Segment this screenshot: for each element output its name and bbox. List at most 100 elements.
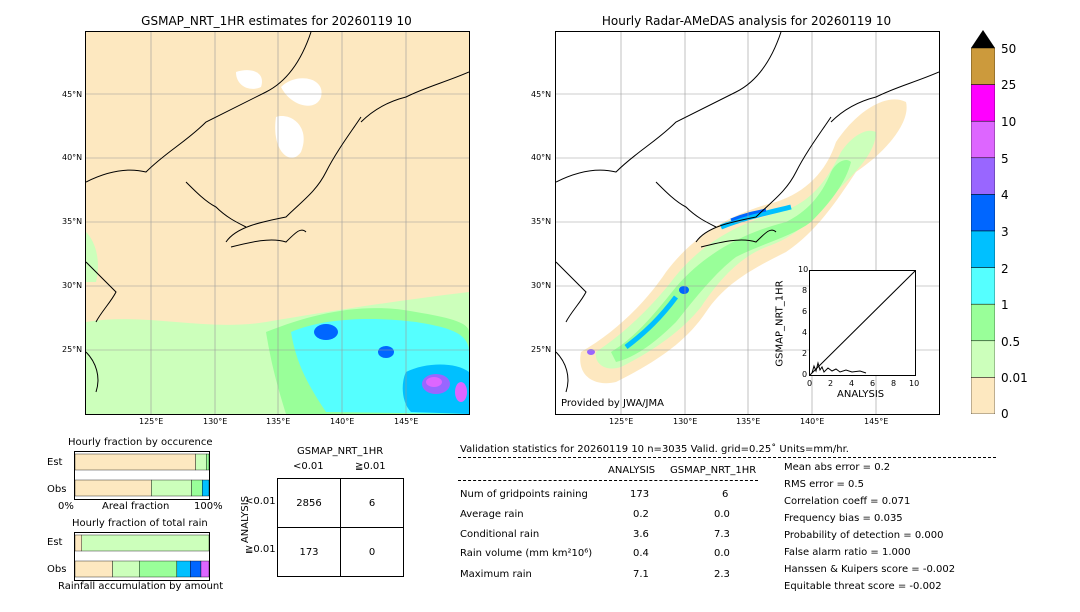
right-lat-label-3: 35°N (531, 217, 552, 226)
row-analysis-2: 0.2 (633, 509, 649, 520)
amount-chart (74, 532, 210, 581)
score-2: RMS error = 0.5 (784, 479, 864, 490)
score-8: Equitable threat score = -0.002 (784, 581, 942, 592)
score-5: Probability of detection = 0.000 (784, 530, 944, 541)
inset-xtick-4: 4 (849, 379, 855, 388)
right-map-title: Hourly Radar-AMeDAS analysis for 2026011… (601, 14, 892, 28)
occurrence-title: Hourly fraction by occurence (68, 437, 213, 448)
inset-xlabel: ANALYSIS (837, 389, 885, 400)
colorbar-segment (970, 230, 996, 268)
contingency-col-ge: ≧0.01 (355, 461, 386, 472)
right-lat-label-2: 40°N (531, 153, 552, 162)
validation-divider (458, 457, 996, 458)
row-label-4: Rain volume (mm km²10⁶) (460, 548, 593, 559)
cb-label-25: 25 (1001, 78, 1017, 92)
cb-label-4: 4 (1001, 188, 1009, 202)
fraction-bar-segment (151, 479, 192, 497)
contingency-row-ge: ≧0.01 (245, 544, 276, 555)
row-label-1: Num of gridpoints raining (460, 489, 588, 500)
amount-canvas (74, 534, 210, 578)
colorbar-extend-arrow (971, 30, 995, 48)
score-6: False alarm ratio = 1.000 (784, 547, 911, 558)
row-analysis-5: 7.1 (633, 569, 649, 580)
inset-xtick-0: 0 (807, 379, 813, 388)
left-map (85, 31, 470, 415)
fraction-bar-segment (74, 479, 152, 497)
contingency-row-lt: <0.01 (245, 496, 276, 507)
validation-header: Validation statistics for 20260119 10 n=… (460, 444, 849, 455)
cb-label-10: 10 (1001, 115, 1017, 129)
axis-mid-label: Areal fraction (102, 501, 170, 512)
right-lat-label-1: 45°N (531, 90, 552, 99)
right-lon-label-3: 135°E (736, 417, 761, 426)
inset-xtick-10: 10 (909, 379, 920, 388)
occ-est-label: Est (47, 457, 63, 468)
right-lat-label-5: 25°N (531, 345, 552, 354)
amt-est-label: Est (47, 537, 63, 548)
cb-label-2: 2 (1001, 262, 1009, 276)
row-analysis-4: 0.4 (633, 548, 649, 559)
row-gsmap-4: 0.0 (714, 548, 730, 559)
right-lon-label-4: 140°E (800, 417, 825, 426)
occurrence-canvas (74, 453, 210, 497)
colorbar-segment (970, 303, 996, 342)
cell-lt-ge: 6 (340, 478, 404, 528)
axis-right-label: 100% (194, 501, 223, 512)
fraction-bar-segment (81, 534, 210, 552)
fraction-bar-segment (206, 453, 210, 471)
score-1: Mean abs error = 0.2 (784, 462, 891, 473)
colorbar-segment (970, 120, 996, 159)
contingency-col-lt: <0.01 (293, 461, 324, 472)
row-gsmap-5: 2.3 (714, 569, 730, 580)
row-label-3: Conditional rain (460, 529, 540, 540)
fraction-bar-segment (74, 534, 82, 552)
right-map (555, 31, 940, 415)
cell-ge-lt: 173 (277, 527, 341, 577)
left-lat-label-3: 35°N (62, 217, 83, 226)
inset-canvas (809, 270, 916, 376)
contingency-table: 2856 6 173 0 (277, 478, 404, 577)
cb-label-0-5: 0.5 (1001, 335, 1021, 349)
left-lon-label-2: 130°E (203, 417, 228, 426)
cb-label-3: 3 (1001, 225, 1009, 239)
left-lat-label-1: 45°N (62, 90, 83, 99)
left-map-title: GSMAP_NRT_1HR estimates for 20260119 10 (141, 14, 412, 28)
left-lat-label-4: 30°N (62, 281, 83, 290)
inset-ytick-0: 0 (802, 370, 808, 379)
data-credit: Provided by JWA/JMA (561, 398, 664, 409)
fraction-bar-segment (195, 453, 207, 471)
cb-label-5: 5 (1001, 152, 1009, 166)
inset-ytick-8: 8 (802, 286, 808, 295)
fraction-bar-segment (74, 560, 113, 578)
inset-xtick-2: 2 (828, 379, 834, 388)
colorbar-segment (970, 267, 996, 305)
cb-label-50: 50 (1001, 42, 1017, 56)
left-lon-label-5: 145°E (394, 417, 419, 426)
colorbar-canvas (970, 30, 996, 415)
left-lon-label-4: 140°E (330, 417, 355, 426)
occurrence-chart (74, 451, 210, 500)
score-4: Frequency bias = 0.035 (784, 513, 903, 524)
stats-divider (458, 480, 758, 481)
row-analysis-3: 3.6 (633, 529, 649, 540)
inset-xtick-8: 8 (891, 379, 897, 388)
fraction-bar-segment (176, 560, 191, 578)
left-lon-label-3: 135°E (266, 417, 291, 426)
cb-label-0-01: 0.01 (1001, 371, 1028, 385)
fraction-bar-segment (112, 560, 140, 578)
inset-ylabel: GSMAP_NRT_1HR (774, 280, 786, 367)
row-analysis-1: 173 (630, 489, 650, 500)
right-lat-label-4: 30°N (531, 281, 552, 290)
amt-obs-label: Obs (47, 564, 67, 575)
inset-ytick-2: 2 (802, 349, 808, 358)
left-lat-label-2: 40°N (62, 153, 83, 162)
row-label-5: Maximum rain (460, 569, 532, 580)
colorbar-segment (970, 84, 996, 122)
contingency-col-title: GSMAP_NRT_1HR (297, 446, 384, 457)
amount-title: Hourly fraction of total rain (72, 518, 208, 529)
left-map-canvas (86, 32, 469, 414)
fraction-bar-segment (191, 479, 203, 497)
row-label-2: Average rain (460, 509, 524, 520)
right-map-canvas (556, 32, 939, 414)
cell-lt-lt: 2856 (277, 478, 341, 528)
